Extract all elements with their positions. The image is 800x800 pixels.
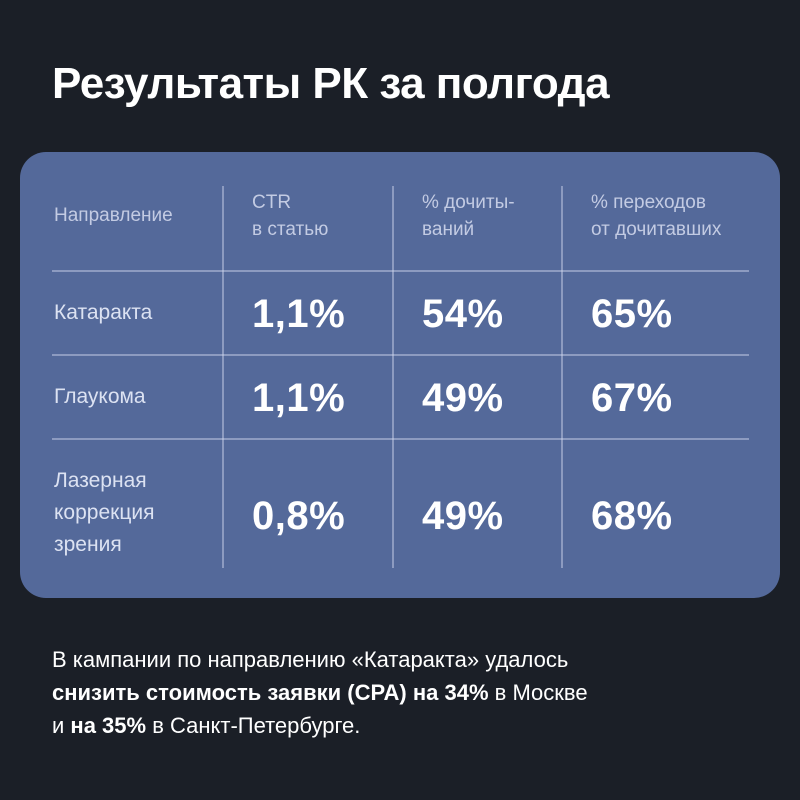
row-label: Глаукома [54,385,146,408]
ctr-value: 0,8% [252,494,346,538]
row-divider [52,354,749,356]
page-title: Результаты РК за полгода [52,59,610,108]
summary-line: В кампании по направлению «Катаракта» уд… [52,647,569,672]
results-table: Направление CTR в статью % дочиты- ваний… [20,152,780,598]
row-label: Лазерная коррекция зрения [54,469,155,556]
header-read-rate: % дочиты- ваний [422,192,515,240]
read-rate-value: 54% [422,292,504,336]
summary-line: и на 35% в Санкт-Петербурге. [52,713,361,738]
transitions-value: 68% [591,494,673,538]
column-divider [392,186,394,568]
row-divider [52,438,749,440]
transitions-value: 67% [591,376,673,420]
row-divider [52,270,749,272]
read-rate-value: 49% [422,494,504,538]
summary-text: В кампании по направлению «Катаракта» уд… [52,643,772,742]
ctr-value: 1,1% [252,376,346,420]
summary-line: снизить стоимость заявки (CPA) на 34% в … [52,680,588,705]
read-rate-value: 49% [422,376,504,420]
header-transitions: % переходов от дочитавших [591,192,722,240]
header-ctr: CTR в статью [252,192,329,240]
column-divider [222,186,224,568]
header-direction: Направление [54,205,173,226]
column-divider [561,186,563,568]
transitions-value: 65% [591,292,673,336]
row-label: Катаракта [54,301,153,324]
ctr-value: 1,1% [252,292,346,336]
